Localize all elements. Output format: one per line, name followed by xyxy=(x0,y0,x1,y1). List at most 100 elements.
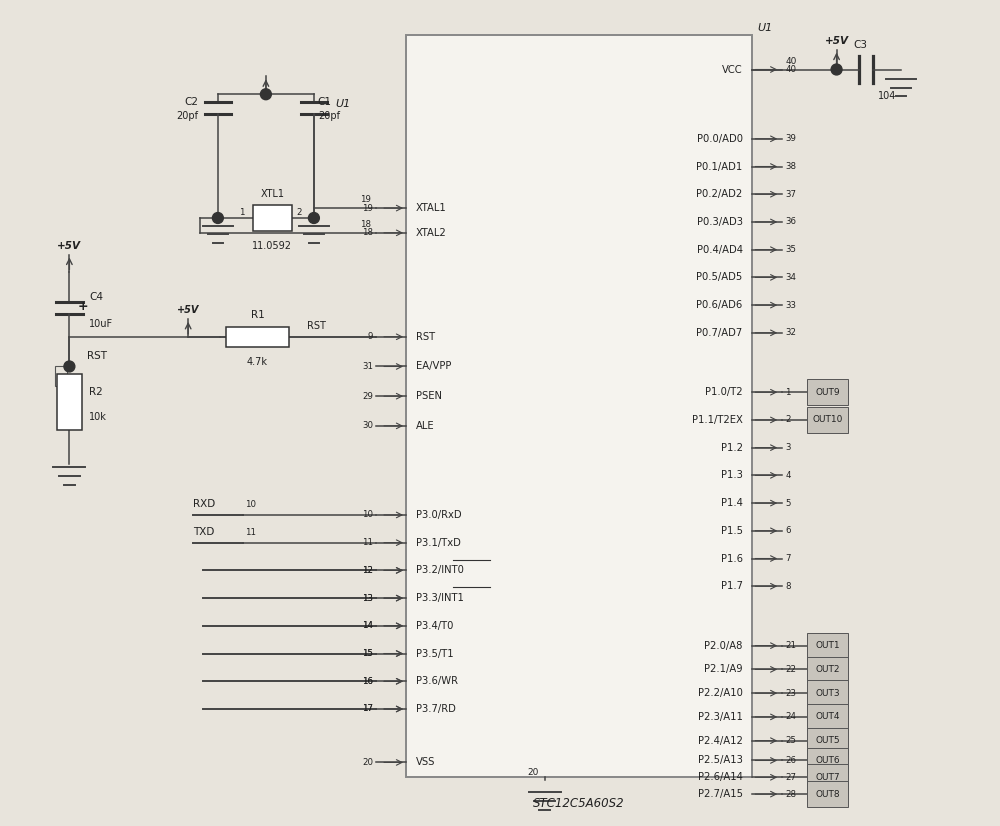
FancyBboxPatch shape xyxy=(807,657,848,682)
Text: 25: 25 xyxy=(785,736,796,745)
Text: 23: 23 xyxy=(785,689,796,698)
Text: +5V: +5V xyxy=(177,305,199,315)
Text: U1: U1 xyxy=(336,99,351,109)
Text: +5V: +5V xyxy=(825,36,849,45)
Text: OUT2: OUT2 xyxy=(815,665,840,674)
Text: C3: C3 xyxy=(853,40,867,50)
Text: 38: 38 xyxy=(785,162,796,171)
Text: P0.5/AD5: P0.5/AD5 xyxy=(696,273,743,282)
Text: 3: 3 xyxy=(785,443,791,452)
Text: 36: 36 xyxy=(785,217,796,226)
FancyBboxPatch shape xyxy=(406,35,752,777)
Text: VCC: VCC xyxy=(722,64,743,74)
Text: 12: 12 xyxy=(362,566,373,575)
Text: 20: 20 xyxy=(527,768,539,776)
Text: P1.5: P1.5 xyxy=(721,526,743,536)
Text: P2.5/A13: P2.5/A13 xyxy=(698,756,743,766)
Text: C2: C2 xyxy=(184,97,198,107)
Text: 32: 32 xyxy=(785,328,796,337)
Text: 11.0592: 11.0592 xyxy=(252,240,292,251)
Text: OUT7: OUT7 xyxy=(815,773,840,781)
Text: P2.6/A14: P2.6/A14 xyxy=(698,772,743,782)
Text: P0.1/AD1: P0.1/AD1 xyxy=(696,162,743,172)
Text: 8: 8 xyxy=(785,582,791,591)
Text: 20pf: 20pf xyxy=(176,111,198,121)
Text: P3.7/RD: P3.7/RD xyxy=(416,704,456,714)
Text: P1.4: P1.4 xyxy=(721,498,743,508)
Text: 10: 10 xyxy=(245,500,256,509)
Text: 28: 28 xyxy=(785,790,796,799)
Text: U1: U1 xyxy=(757,23,773,33)
Text: 31: 31 xyxy=(362,362,373,371)
Text: 19: 19 xyxy=(362,203,373,212)
Text: P3.6/WR: P3.6/WR xyxy=(416,676,458,686)
Text: 40: 40 xyxy=(785,56,796,65)
Text: +5V: +5V xyxy=(57,240,81,250)
Text: P1.3: P1.3 xyxy=(721,470,743,481)
FancyBboxPatch shape xyxy=(807,633,848,658)
Text: R1: R1 xyxy=(251,310,264,320)
Circle shape xyxy=(831,64,842,75)
FancyBboxPatch shape xyxy=(807,704,848,730)
Text: XTAL1: XTAL1 xyxy=(416,203,447,213)
FancyBboxPatch shape xyxy=(253,205,292,230)
Circle shape xyxy=(308,212,319,223)
Text: RST: RST xyxy=(87,350,107,360)
Text: P3.1/TxD: P3.1/TxD xyxy=(416,538,461,548)
FancyBboxPatch shape xyxy=(807,748,848,773)
Text: 14: 14 xyxy=(362,621,373,630)
Text: P0.0/AD0: P0.0/AD0 xyxy=(697,134,743,144)
Text: 37: 37 xyxy=(785,190,796,199)
Text: RXD: RXD xyxy=(193,499,215,509)
Text: VSS: VSS xyxy=(416,757,435,767)
Text: 16: 16 xyxy=(362,676,373,686)
Text: P3.0/RxD: P3.0/RxD xyxy=(416,510,461,520)
Text: OUT5: OUT5 xyxy=(815,736,840,745)
Text: 33: 33 xyxy=(785,301,796,310)
Text: 10k: 10k xyxy=(89,412,107,422)
Text: 6: 6 xyxy=(785,526,791,535)
Text: 30: 30 xyxy=(362,421,373,430)
FancyBboxPatch shape xyxy=(807,764,848,790)
Text: 15: 15 xyxy=(362,649,373,658)
Text: P0.7/AD7: P0.7/AD7 xyxy=(696,328,743,338)
Text: EA/VPP: EA/VPP xyxy=(416,362,451,372)
Text: P1.1/T2EX: P1.1/T2EX xyxy=(692,415,743,425)
FancyBboxPatch shape xyxy=(226,327,289,347)
Text: RST: RST xyxy=(307,320,326,331)
Text: P0.3/AD3: P0.3/AD3 xyxy=(697,217,743,227)
FancyBboxPatch shape xyxy=(807,781,848,807)
Text: OUT10: OUT10 xyxy=(812,415,843,425)
Text: +: + xyxy=(77,300,88,312)
Text: 2: 2 xyxy=(785,415,791,425)
Circle shape xyxy=(212,212,223,223)
Text: 18: 18 xyxy=(362,228,373,237)
Text: 4: 4 xyxy=(785,471,791,480)
Text: 5: 5 xyxy=(785,499,791,508)
Text: P0.6/AD6: P0.6/AD6 xyxy=(696,300,743,310)
Text: P2.3/A11: P2.3/A11 xyxy=(698,712,743,722)
Text: 20: 20 xyxy=(362,758,373,767)
Text: 16: 16 xyxy=(362,676,373,686)
Text: 29: 29 xyxy=(362,392,373,401)
Circle shape xyxy=(260,89,271,100)
Text: P1.6: P1.6 xyxy=(721,553,743,563)
Text: P2.1/A9: P2.1/A9 xyxy=(704,664,743,674)
Text: 35: 35 xyxy=(785,245,796,254)
Text: P3.4/T0: P3.4/T0 xyxy=(416,621,453,631)
Text: C4: C4 xyxy=(89,292,103,302)
Text: P1.2: P1.2 xyxy=(721,443,743,453)
Text: C1: C1 xyxy=(318,97,332,107)
Text: TXD: TXD xyxy=(193,527,215,537)
Text: 17: 17 xyxy=(362,705,373,714)
Text: P2.4/A12: P2.4/A12 xyxy=(698,736,743,746)
Text: PSEN: PSEN xyxy=(416,392,442,401)
Text: 13: 13 xyxy=(362,594,373,603)
Text: 18: 18 xyxy=(360,220,371,229)
Text: P2.0/A8: P2.0/A8 xyxy=(704,641,743,651)
Text: 15: 15 xyxy=(362,649,373,658)
Text: P2.7/A15: P2.7/A15 xyxy=(698,789,743,799)
Text: 14: 14 xyxy=(362,621,373,630)
Text: P1.7: P1.7 xyxy=(721,582,743,591)
Text: 19: 19 xyxy=(360,195,371,204)
